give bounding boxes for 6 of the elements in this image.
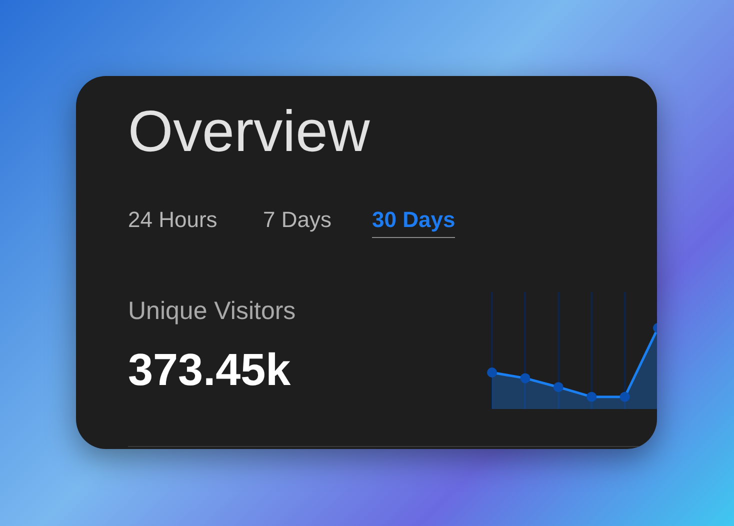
text: 373.45k — [128, 344, 291, 396]
text: 7 Days — [263, 207, 332, 234]
text: 24 Hours — [128, 207, 218, 234]
text: 30 Days — [372, 207, 456, 238]
text: Unique Visitors — [128, 297, 296, 326]
chart-title: Overview — [128, 98, 370, 165]
